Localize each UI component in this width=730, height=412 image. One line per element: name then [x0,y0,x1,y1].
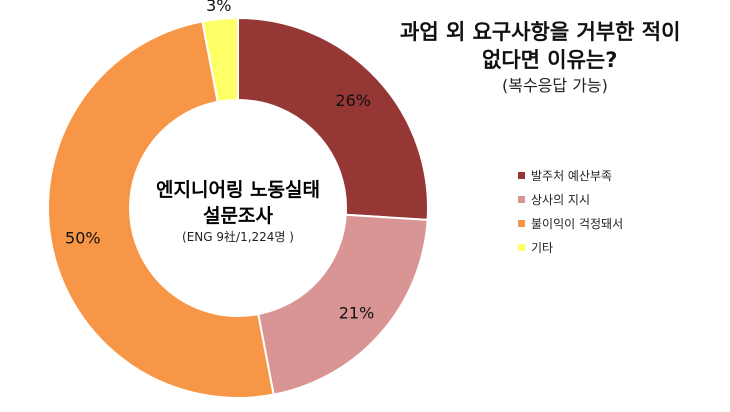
legend-label: 불이익이 걱정돼서 [531,216,624,231]
legend-label: 상사의 지시 [531,192,591,207]
slice-label-budget: 26% [335,91,371,110]
legend-label: 기타 [531,240,554,255]
chart-subtitle: (복수응답 가능) [502,76,608,95]
slice-fear-disadvantage [47,20,275,399]
center-label-line-2: 설문조사 [203,205,273,227]
legend-label: 발주처 예산부족 [531,168,613,183]
legend-item-other: 기타 [518,235,623,259]
legend-item-fear-disadvantage: 불이익이 걱정돼서 [518,211,623,235]
chart-title-line-2: 없다면 이유는? [482,48,618,72]
legend-item-budget: 발주처 예산부족 [518,163,623,187]
legend-swatch [518,243,525,251]
chart-title-line-1: 과업 외 요구사항을 거부한 적이 [400,20,681,44]
slice-boss-order [257,213,429,396]
legend-swatch [518,195,525,203]
center-sublabel: (ENG 9社/1,224명 ) [182,229,294,244]
chart-title: 과업 외 요구사항을 거부한 적이 없다면 이유는? (복수응답 가능) [400,18,730,98]
slice-other [201,16,239,104]
legend-swatch [518,219,525,227]
slice-labels: 26% 21% 50% 3% [65,0,374,322]
donut-slices [47,16,429,399]
center-label-line-1: 엔지니어링 노동실태 [156,179,320,201]
slice-label-other: 3% [206,0,231,15]
slice-budget [237,16,429,221]
slice-label-fear-disadvantage: 50% [65,229,101,248]
legend: 발주처 예산부족 상사의 지시 불이익이 걱정돼서 기타 [518,163,623,259]
legend-item-boss-order: 상사의 지시 [518,187,623,211]
legend-swatch [518,171,525,179]
slice-label-boss-order: 21% [339,303,375,322]
